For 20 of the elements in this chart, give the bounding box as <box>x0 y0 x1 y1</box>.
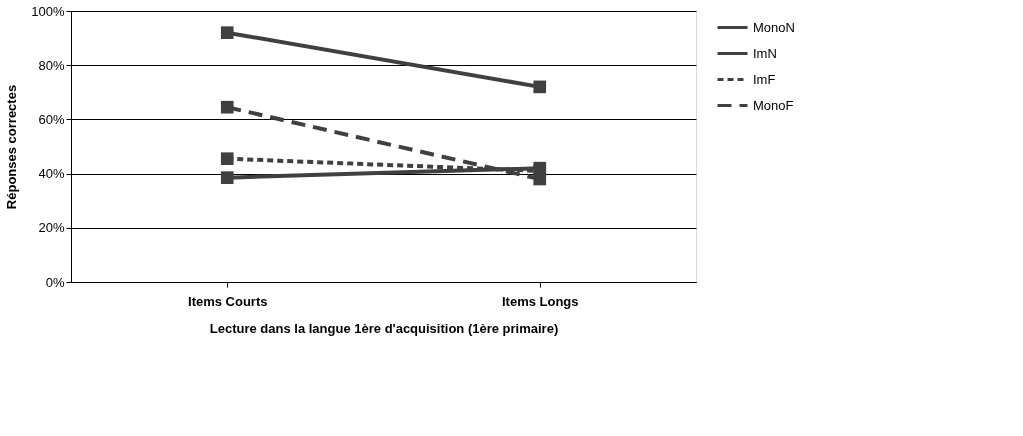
y-tick-label: 20% <box>38 220 65 236</box>
point <box>220 26 234 39</box>
legend-label: MonoF <box>753 97 794 113</box>
x-tick-label: Items Courts <box>188 293 268 309</box>
legend-label: MonoN <box>753 19 795 35</box>
legend-label: ImN <box>753 45 777 61</box>
y-tick-label: 40% <box>38 166 65 182</box>
point <box>220 152 234 166</box>
y-tick-label: 60% <box>38 111 65 127</box>
point <box>220 100 234 114</box>
x-axis-title: Lecture dans la langue 1ère d'acquisition (1ère primaire) <box>209 320 559 336</box>
y-tick-label: 0% <box>45 274 65 290</box>
point <box>533 80 547 94</box>
y-tick-label: 80% <box>38 57 65 73</box>
x-tick-label: Items Longs <box>501 293 579 309</box>
y-axis-title: Réponses correctes <box>4 84 20 210</box>
point <box>220 171 234 184</box>
legend-label: ImF <box>753 71 776 87</box>
point <box>533 172 547 186</box>
y-tick-label: 100% <box>31 3 65 19</box>
